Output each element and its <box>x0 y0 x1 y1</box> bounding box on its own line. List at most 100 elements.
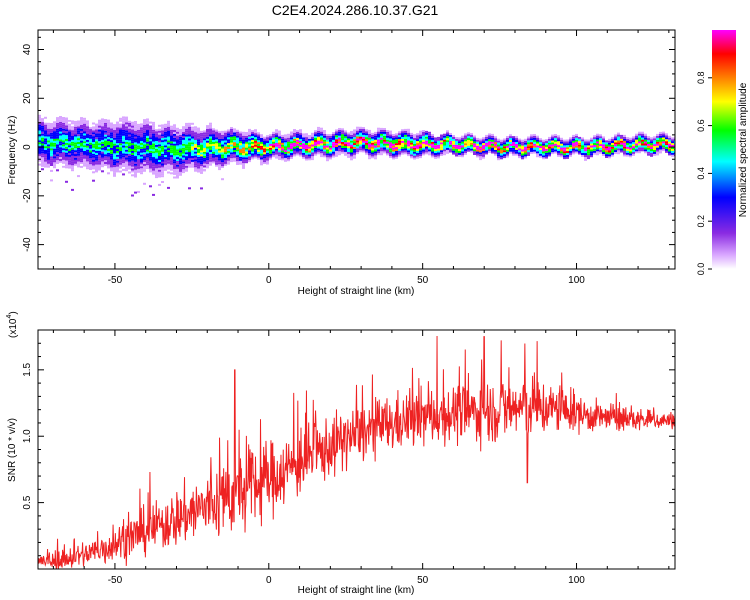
spectrogram-cell <box>122 116 125 119</box>
spectrogram-cell <box>53 136 56 139</box>
spectrogram-cell <box>356 140 359 143</box>
spectrogram-cell <box>473 151 476 154</box>
spectrogram-cell <box>146 141 149 144</box>
spectrogram-cell <box>263 138 266 141</box>
spectrogram-cell <box>404 150 407 153</box>
spectrogram-cell <box>104 142 107 145</box>
spectrogram-cell <box>197 147 200 149</box>
spectrogram-cell <box>92 126 95 129</box>
spectrogram-cell <box>134 128 137 131</box>
spectrogram-cell <box>161 144 164 146</box>
spectrogram-cell <box>548 136 551 139</box>
spectrogram-cell <box>62 134 65 137</box>
spectrogram-cell <box>260 134 263 137</box>
spectrogram-cell <box>545 150 548 153</box>
spectrogram-cell <box>197 127 200 130</box>
spectrogram-cell <box>137 149 140 152</box>
spectrogram-cell <box>260 141 263 144</box>
spectrogram-cell <box>365 141 368 143</box>
spectrogram-cell <box>86 165 89 167</box>
spectrogram-cell <box>605 146 608 149</box>
spectrogram-cell <box>329 159 332 162</box>
spectrogram-cell <box>536 145 539 148</box>
spectrogram-cell <box>461 155 464 158</box>
spectrogram-cell <box>293 142 296 145</box>
spectrogram-cell <box>266 146 269 149</box>
spectrogram-cell <box>110 161 113 164</box>
spectrogram-cell <box>179 156 182 159</box>
spectrogram-cell <box>98 131 101 134</box>
spectrogram-cell <box>83 123 86 126</box>
spectrogram-cell <box>578 150 581 153</box>
spectrogram-cell <box>65 166 68 169</box>
spectrogram-cell <box>629 145 632 148</box>
spectrogram-cell <box>527 152 530 155</box>
spectrogram-cell <box>161 159 164 162</box>
spectrogram-cell <box>368 151 371 154</box>
spectrogram-cell <box>386 133 389 136</box>
spectrogram-cell <box>200 134 203 137</box>
spectrogram-cell <box>122 159 125 162</box>
spectrogram-cell <box>464 152 467 155</box>
spectrogram-cell <box>329 149 332 152</box>
spectrogram-cell <box>239 145 242 148</box>
spectrogram-cell <box>119 162 122 165</box>
spectrogram-cell <box>110 118 113 121</box>
spectrogram-cell <box>95 123 98 126</box>
spectrogram-cell <box>50 154 53 157</box>
spectrogram-cell <box>59 160 62 163</box>
spectrogram-cell <box>101 118 104 121</box>
spectrogram-cell <box>452 135 455 137</box>
spectrogram-cell <box>392 145 395 148</box>
spectrogram-cell <box>113 163 116 166</box>
spectrogram-cell <box>401 131 404 134</box>
spectrogram-cell <box>455 150 458 153</box>
spectrogram-cell <box>536 147 539 150</box>
spectrogram-cell <box>392 141 395 144</box>
spectrogram-cell <box>422 139 425 142</box>
spectrogram-cell <box>113 143 116 146</box>
spectrogram-cell <box>65 127 68 130</box>
spectrogram-cell <box>164 166 167 169</box>
spectrogram-cell <box>254 146 257 149</box>
spectrogram-cell <box>446 142 449 144</box>
spectrogram-cell <box>212 132 215 135</box>
spectrogram-cell <box>122 151 125 154</box>
spectrogram-cell <box>395 135 398 138</box>
spectrogram-cell <box>203 130 206 133</box>
spectrogram-cell <box>428 149 431 152</box>
spectrogram-cell <box>143 130 146 133</box>
spectrogram-cell <box>71 120 74 123</box>
spectrogram-cell <box>50 158 53 161</box>
spectrogram-cell <box>518 156 521 159</box>
spectrogram-cell <box>65 121 68 124</box>
spectrogram-cell <box>86 153 89 156</box>
spectrogram-cell <box>158 158 161 160</box>
spectrogram-cell <box>434 145 437 148</box>
spectrogram-cell <box>299 138 302 141</box>
spectrogram-cell <box>107 152 110 155</box>
spectrogram-cell <box>599 144 602 146</box>
spectrogram-cell <box>56 130 59 133</box>
spectrogram-cell <box>62 156 65 158</box>
spectrogram-cell <box>296 139 299 142</box>
spectrogram-cell <box>473 139 476 142</box>
spectrogram-cell <box>362 148 365 151</box>
spectrogram-cell <box>449 144 452 147</box>
spectrogram-cell <box>287 157 290 160</box>
spectrogram-cell <box>188 165 191 168</box>
spectrogram-cell <box>224 140 227 143</box>
spectrogram-cell <box>116 147 119 149</box>
spectrogram-cell <box>74 163 77 166</box>
spectrogram-cell <box>107 141 110 144</box>
spectrogram-cell <box>428 139 431 142</box>
spectrogram-cell <box>71 159 74 162</box>
spectrogram-cell <box>599 134 602 137</box>
spectrogram-cell <box>47 161 50 164</box>
spectrogram-cell <box>362 144 365 147</box>
spectrogram-cell <box>665 137 668 140</box>
spectrogram-cell <box>386 147 389 150</box>
spectrogram-cell <box>662 149 665 152</box>
spectrogram-cell <box>233 130 236 133</box>
spectrogram-cell <box>410 138 413 141</box>
